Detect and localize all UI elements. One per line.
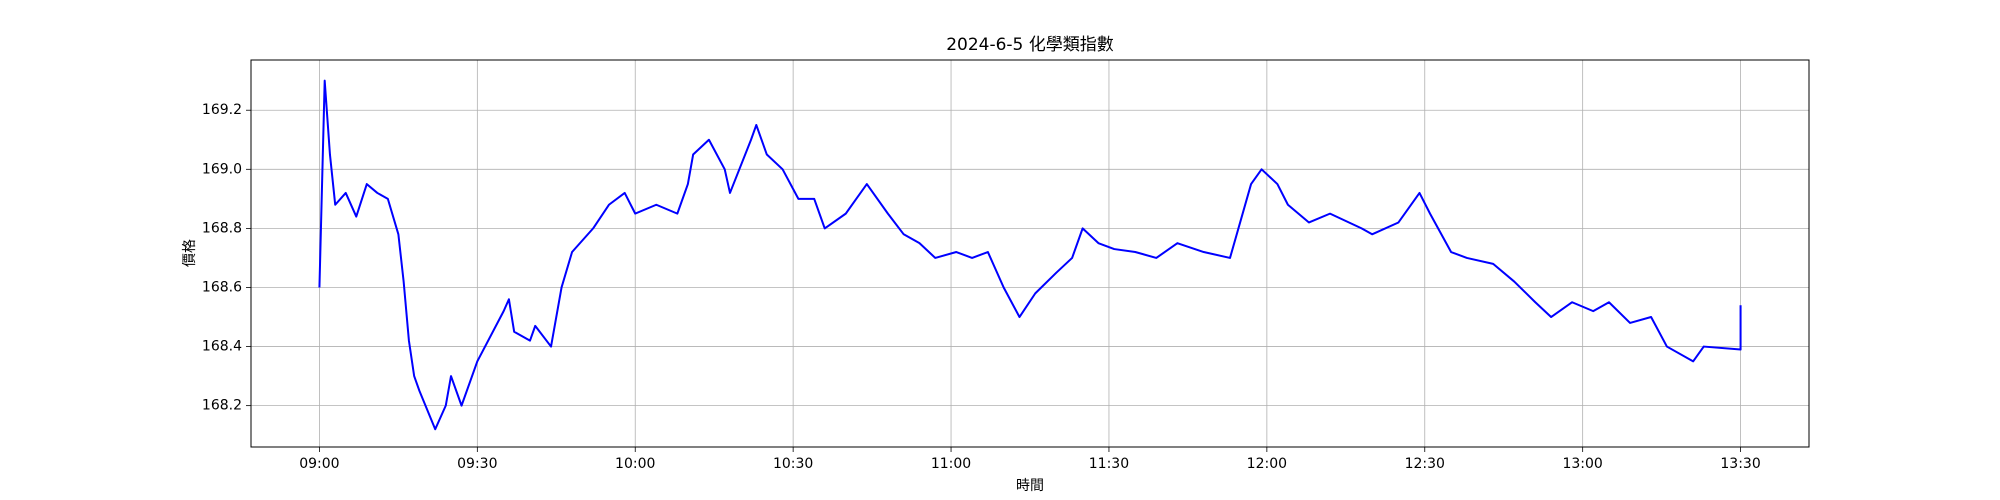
y-tick-label: 168.6: [202, 279, 242, 295]
x-tick-label: 09:00: [299, 456, 339, 472]
y-tick-label: 168.8: [202, 220, 242, 236]
x-tick-label: 12:30: [1405, 456, 1445, 472]
x-tick-label: 10:00: [615, 456, 655, 472]
y-tick-label: 168.2: [202, 398, 242, 414]
plot-frame: [250, 59, 1810, 448]
x-tick-label: 11:30: [1089, 456, 1129, 472]
chart-title: 2024-6-5 化學類指數: [946, 35, 1114, 55]
x-tick-label: 12:00: [1247, 456, 1287, 472]
price-line: [318, 79, 1742, 431]
y-tick-label: 169.2: [202, 102, 242, 118]
x-tick-label: 09:30: [457, 456, 497, 472]
x-tick-label: 13:00: [1562, 456, 1602, 472]
x-axis-label: 時間: [1016, 478, 1044, 494]
x-tick-label: 13:30: [1720, 456, 1760, 472]
x-tick-label: 11:00: [931, 456, 971, 472]
y-tick-label: 169.0: [202, 161, 242, 177]
y-tick-label: 168.4: [202, 339, 242, 355]
x-tick-label: 10:30: [773, 456, 813, 472]
y-axis-label: 價格: [181, 239, 198, 267]
